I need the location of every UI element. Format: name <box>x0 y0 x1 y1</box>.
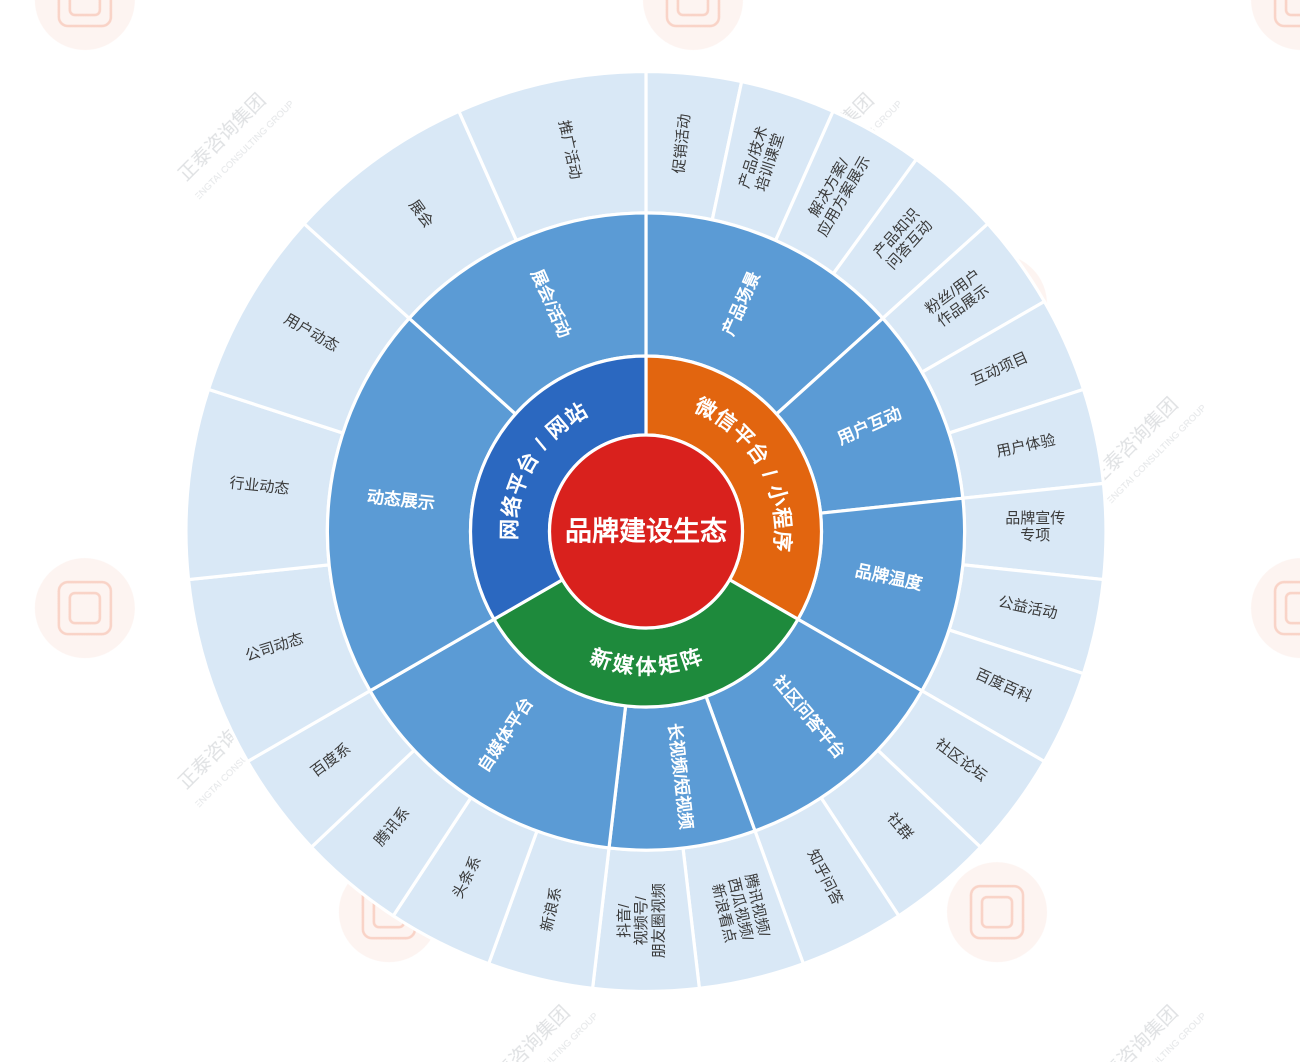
svg-text:网: 网 <box>498 519 521 540</box>
svg-text:品牌建设生态: 品牌建设生态 <box>565 517 727 547</box>
svg-text:程: 程 <box>769 506 794 529</box>
svg-text:体: 体 <box>636 656 658 679</box>
svg-text:序: 序 <box>769 530 794 553</box>
svg-text:络: 络 <box>498 494 525 519</box>
svg-text:矩: 矩 <box>657 651 682 678</box>
